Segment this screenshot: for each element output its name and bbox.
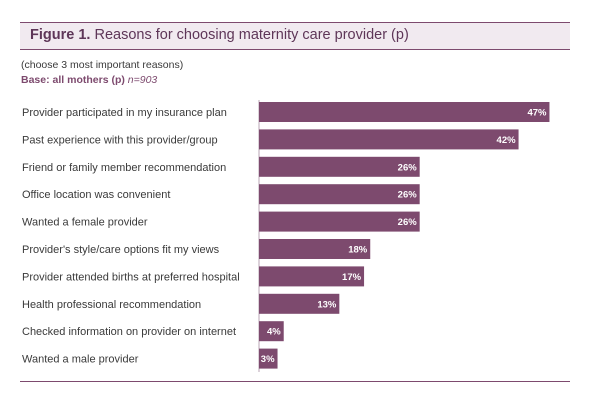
base-line: Base: all mothers (p) n=903: [21, 74, 157, 86]
bar: [259, 211, 420, 232]
data-label: 47%: [527, 108, 547, 119]
bar: [259, 184, 420, 205]
category-label: Friend or family member recommendation: [22, 162, 226, 174]
data-label: 18%: [348, 245, 368, 256]
category-label: Health professional recommendation: [22, 299, 201, 311]
category-label: Provider attended births at preferred ho…: [22, 271, 240, 283]
bar: [259, 156, 420, 177]
bar: [259, 266, 365, 287]
data-label: 26%: [398, 162, 418, 173]
base-label: Base: all mothers (p): [21, 74, 125, 86]
bar: [259, 321, 284, 342]
data-label: 4%: [267, 327, 281, 338]
bar: [259, 129, 519, 150]
data-label: 13%: [317, 299, 337, 310]
bar: [259, 102, 550, 122]
category-label: Wanted a female provider: [22, 217, 148, 229]
bar: [259, 348, 278, 369]
data-label: 42%: [497, 135, 517, 146]
data-label: 3%: [261, 354, 275, 365]
figure-label: Figure 1.: [30, 27, 91, 43]
chart-note: (choose 3 most important reasons): [21, 59, 184, 71]
category-label: Office location was convenient: [22, 189, 170, 201]
category-label: Checked information on provider on inter…: [22, 326, 236, 338]
base-n: n=903: [127, 74, 158, 86]
data-label: 26%: [398, 190, 418, 201]
data-label: 17%: [342, 272, 362, 283]
category-label: Past experience with this provider/group: [22, 134, 218, 146]
figure-title-band: Figure 1. Reasons for choosing maternity…: [20, 22, 570, 50]
data-label: 26%: [398, 217, 418, 228]
category-label: Provider's style/care options fit my vie…: [22, 244, 220, 256]
category-label: Provider participated in my insurance pl…: [22, 107, 227, 119]
bottom-rule: [20, 381, 570, 382]
bar: [259, 239, 371, 259]
figure-title: Figure 1. Reasons for choosing maternity…: [30, 27, 409, 43]
category-label: Wanted a male provider: [22, 354, 139, 366]
figure-title-text: Reasons for choosing maternity care prov…: [94, 27, 409, 43]
bar: [259, 293, 340, 314]
